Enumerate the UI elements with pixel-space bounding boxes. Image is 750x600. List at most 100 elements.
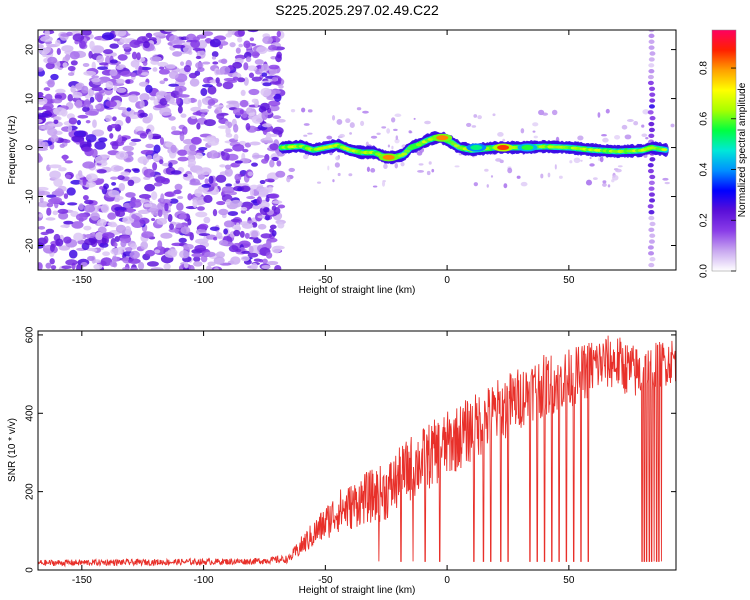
noise-blob — [203, 194, 213, 204]
noise-blob — [85, 119, 91, 124]
noise-blob — [79, 40, 86, 49]
noise-blob — [63, 193, 69, 199]
noise-blob — [117, 175, 125, 181]
noise-blob — [662, 177, 669, 181]
noise-blob — [160, 232, 173, 239]
noise-blob — [159, 66, 165, 70]
noise-blob — [370, 135, 378, 139]
artifact-blob — [647, 168, 654, 174]
noise-blob — [602, 180, 607, 184]
noise-blob — [76, 264, 82, 270]
noise-blob — [116, 65, 124, 70]
noise-blob — [269, 228, 275, 233]
noise-blob — [178, 87, 183, 97]
noise-blob — [91, 148, 98, 158]
noise-blob — [82, 161, 96, 169]
noise-blob — [215, 77, 220, 84]
noise-blob — [188, 264, 195, 270]
noise-blob — [237, 186, 243, 192]
noise-blob — [400, 161, 405, 167]
noise-blob — [71, 221, 84, 229]
noise-blob — [116, 87, 127, 93]
noise-blob — [180, 226, 191, 235]
noise-blob — [268, 44, 278, 51]
noise-blob — [621, 124, 628, 130]
noise-blob — [38, 186, 49, 191]
noise-blob — [207, 261, 216, 267]
noise-blob — [140, 149, 154, 155]
noise-blob — [175, 223, 184, 229]
noise-blob — [66, 187, 76, 196]
noise-blob — [38, 262, 43, 270]
noise-blob — [158, 69, 170, 75]
noise-blob — [269, 80, 282, 85]
noise-blob — [143, 40, 150, 49]
noise-blob — [251, 115, 264, 124]
noise-blob — [243, 77, 249, 86]
noise-blob — [116, 209, 126, 218]
noise-blob — [182, 243, 194, 250]
noise-blob — [492, 113, 496, 117]
spectrogram-y-axis-label: Frequency (Hz) — [7, 116, 18, 185]
noise-blob — [63, 139, 71, 144]
noise-blob — [57, 208, 69, 214]
noise-blob — [143, 203, 153, 208]
noise-blob — [222, 81, 234, 90]
noise-blob — [58, 212, 69, 220]
noise-blob — [110, 176, 119, 180]
noise-blob — [336, 119, 343, 125]
noise-blob — [495, 158, 502, 162]
noise-blob — [261, 63, 270, 72]
noise-blob — [286, 176, 291, 183]
noise-blob — [269, 143, 279, 151]
noise-blob — [80, 30, 92, 36]
noise-blob — [48, 164, 62, 169]
noise-blob — [177, 149, 188, 156]
noise-blob — [127, 179, 135, 187]
noise-blob — [63, 220, 74, 225]
artifact-blob — [649, 86, 656, 91]
noise-blob — [268, 193, 280, 199]
noise-blob — [58, 245, 71, 251]
noise-blob — [226, 100, 239, 105]
artifact-blob — [647, 110, 654, 115]
noise-blob — [303, 154, 309, 160]
noise-blob — [97, 218, 107, 227]
noise-blob — [188, 72, 198, 79]
noise-blob — [274, 93, 282, 102]
noise-blob — [213, 256, 225, 265]
noise-blob — [225, 133, 233, 138]
noise-blob — [259, 179, 266, 185]
noise-blob — [52, 210, 59, 216]
noise-blob — [408, 130, 412, 134]
noise-blob — [92, 119, 97, 129]
noise-blob — [195, 55, 202, 60]
artifact-blob — [648, 180, 655, 186]
noise-blob — [272, 126, 284, 135]
noise-blob — [125, 192, 136, 198]
noise-blob — [349, 132, 353, 135]
noise-blob — [580, 159, 583, 162]
noise-blob — [125, 79, 131, 84]
noise-blob — [113, 242, 118, 248]
noise-blob — [223, 228, 229, 235]
noise-blob — [154, 104, 166, 109]
noise-blob — [84, 238, 97, 246]
noise-blob — [178, 237, 187, 243]
noise-blob — [348, 173, 353, 177]
noise-blob — [99, 178, 105, 184]
noise-blob — [212, 61, 219, 65]
artifact-blob — [649, 221, 656, 227]
noise-blob — [259, 259, 264, 263]
noise-blob — [145, 249, 155, 257]
noise-blob — [633, 121, 639, 126]
noise-blob — [55, 238, 64, 247]
noise-blob — [233, 229, 241, 237]
noise-blob — [38, 225, 46, 230]
artifact-blob — [648, 186, 655, 191]
noise-blob — [160, 193, 165, 203]
noise-blob — [165, 64, 176, 69]
chart-title: S225.2025.297.02.49.C22 — [275, 2, 439, 18]
noise-blob — [219, 67, 225, 75]
noise-blob — [230, 218, 241, 223]
